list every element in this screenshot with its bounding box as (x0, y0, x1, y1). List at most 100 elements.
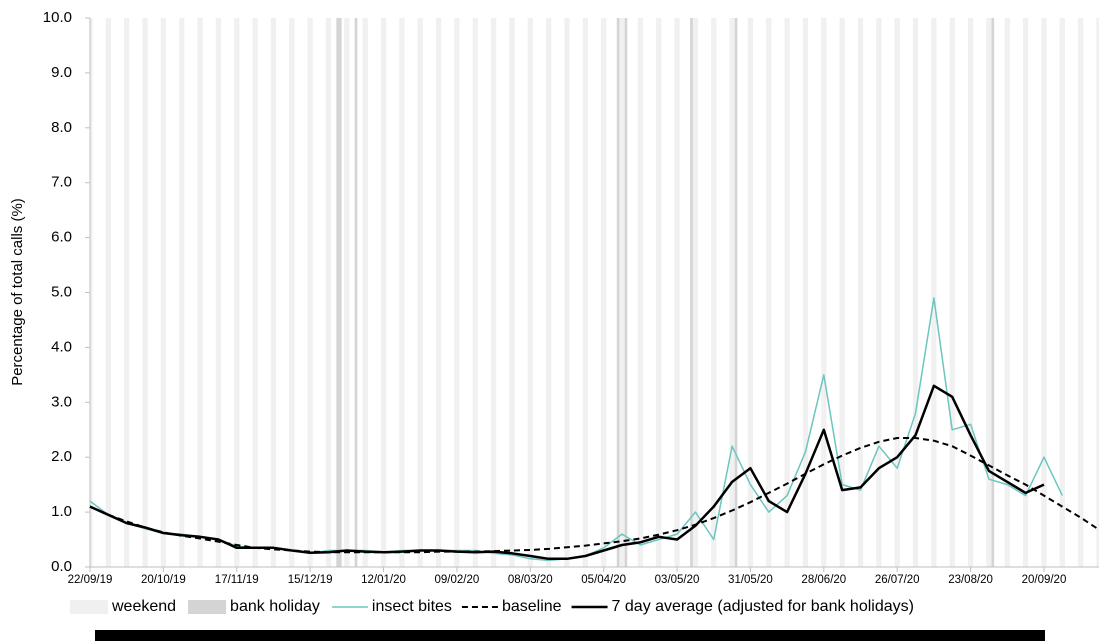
weekend-band (915, 18, 919, 567)
weekend-band (399, 18, 402, 567)
legend-label: baseline (502, 598, 562, 615)
weekend-band (548, 18, 552, 567)
x-tick-label: 23/08/20 (948, 574, 993, 586)
x-tick-label: 17/11/19 (215, 574, 259, 586)
weekend-band (988, 18, 992, 567)
y-tick-label: 1.0 (51, 503, 72, 520)
weekend-band (511, 18, 515, 567)
x-tick-label: 03/05/20 (655, 574, 700, 586)
y-tick-label: 5.0 (51, 283, 72, 300)
y-axis-title: Percentage of total calls (%) (9, 198, 26, 386)
weekend-band (546, 18, 549, 567)
weekend-band (970, 18, 974, 567)
weekend-band (878, 18, 882, 567)
weekend-band (215, 18, 219, 567)
weekend-band (747, 18, 751, 567)
x-tick-label: 12/01/20 (361, 574, 406, 586)
weekend-band (692, 18, 696, 567)
series-line (89, 437, 1099, 554)
weekend-band (380, 18, 384, 567)
weekend-band (768, 18, 772, 567)
legend-label: weekend (111, 598, 176, 615)
weekend-band (490, 18, 494, 567)
weekend-band (273, 18, 277, 567)
weekend-band (401, 18, 405, 567)
y-tick-label: 4.0 (51, 338, 72, 355)
weekend-band (362, 18, 366, 567)
weekend-band (842, 18, 845, 567)
y-tick-label: 0.0 (51, 558, 72, 575)
x-tick-label: 15/12/19 (288, 574, 333, 586)
weekend-band (784, 18, 788, 567)
bank-holiday-band (336, 18, 339, 567)
weekend-band (383, 18, 387, 567)
weekend-band (1062, 18, 1065, 567)
x-tick-label: 20/10/19 (141, 574, 186, 586)
weekend-band (695, 18, 699, 567)
plot-layer (85, 17, 1099, 572)
legend-label: insect bites (372, 598, 452, 615)
weekend-band (200, 18, 203, 567)
weekend-band (732, 18, 735, 567)
weekend-band (197, 18, 201, 567)
weekend-band (823, 18, 827, 567)
y-tick-label: 10.0 (43, 9, 72, 26)
legend-swatch (188, 600, 227, 614)
weekend-band (1025, 18, 1029, 567)
weekend-band (307, 18, 311, 567)
y-tick-label: 9.0 (51, 64, 72, 81)
weekend-band (677, 18, 680, 567)
weekend-band (897, 18, 900, 567)
y-tick-label: 3.0 (51, 393, 72, 410)
weekend-band (90, 18, 93, 567)
weekend-band (1078, 18, 1081, 567)
bank-holiday-band (616, 18, 620, 567)
weekend-band (967, 18, 971, 567)
weekend-band (949, 18, 953, 567)
weekend-band (1059, 18, 1063, 567)
weekend-band (729, 18, 733, 567)
weekend-band (346, 18, 350, 567)
series-line (89, 384, 1045, 561)
weekend-band (1043, 18, 1047, 567)
weekend-band (454, 18, 457, 567)
weekend-band (640, 18, 643, 567)
x-tick-label: 05/04/20 (581, 574, 626, 586)
weekend-band (218, 18, 222, 567)
x-tick-label: 20/09/20 (1022, 574, 1067, 586)
y-tick-label: 2.0 (51, 448, 72, 465)
weekend-band (658, 18, 662, 567)
weekend-band (236, 18, 240, 567)
x-tick-label: 09/02/20 (435, 574, 480, 586)
weekend-band (328, 18, 332, 567)
x-tick-label: 26/07/20 (875, 574, 920, 586)
weekend-band (438, 18, 442, 567)
weekend-band (986, 18, 989, 567)
weekend-band (766, 18, 769, 567)
weekend-band (108, 18, 111, 567)
weekend-band (750, 18, 754, 567)
weekend-band (325, 18, 329, 567)
bank-holiday-band (991, 18, 995, 567)
weekend-band (456, 18, 460, 567)
weekend-band (509, 18, 512, 567)
legend-label: bank holiday (230, 598, 320, 615)
weekend-band (252, 18, 256, 567)
x-tick-label: 31/05/20 (728, 574, 773, 586)
weekend-band (181, 18, 185, 567)
bank-holiday-band (624, 18, 628, 567)
weekend-band (601, 18, 604, 567)
weekend-band (1004, 18, 1008, 567)
weekend-band (475, 18, 478, 567)
weekend-band (435, 18, 439, 567)
weekend-band (876, 18, 879, 567)
weekend-band (163, 18, 167, 567)
weekend-band (619, 18, 623, 567)
x-tick-label: 08/03/20 (508, 574, 553, 586)
weekend-band (1022, 18, 1026, 567)
weekend-band (1007, 18, 1010, 567)
weekend-band (585, 18, 588, 567)
weekend-band (952, 18, 955, 567)
weekend-band (713, 18, 717, 567)
x-tick-label: 28/06/20 (801, 574, 846, 586)
